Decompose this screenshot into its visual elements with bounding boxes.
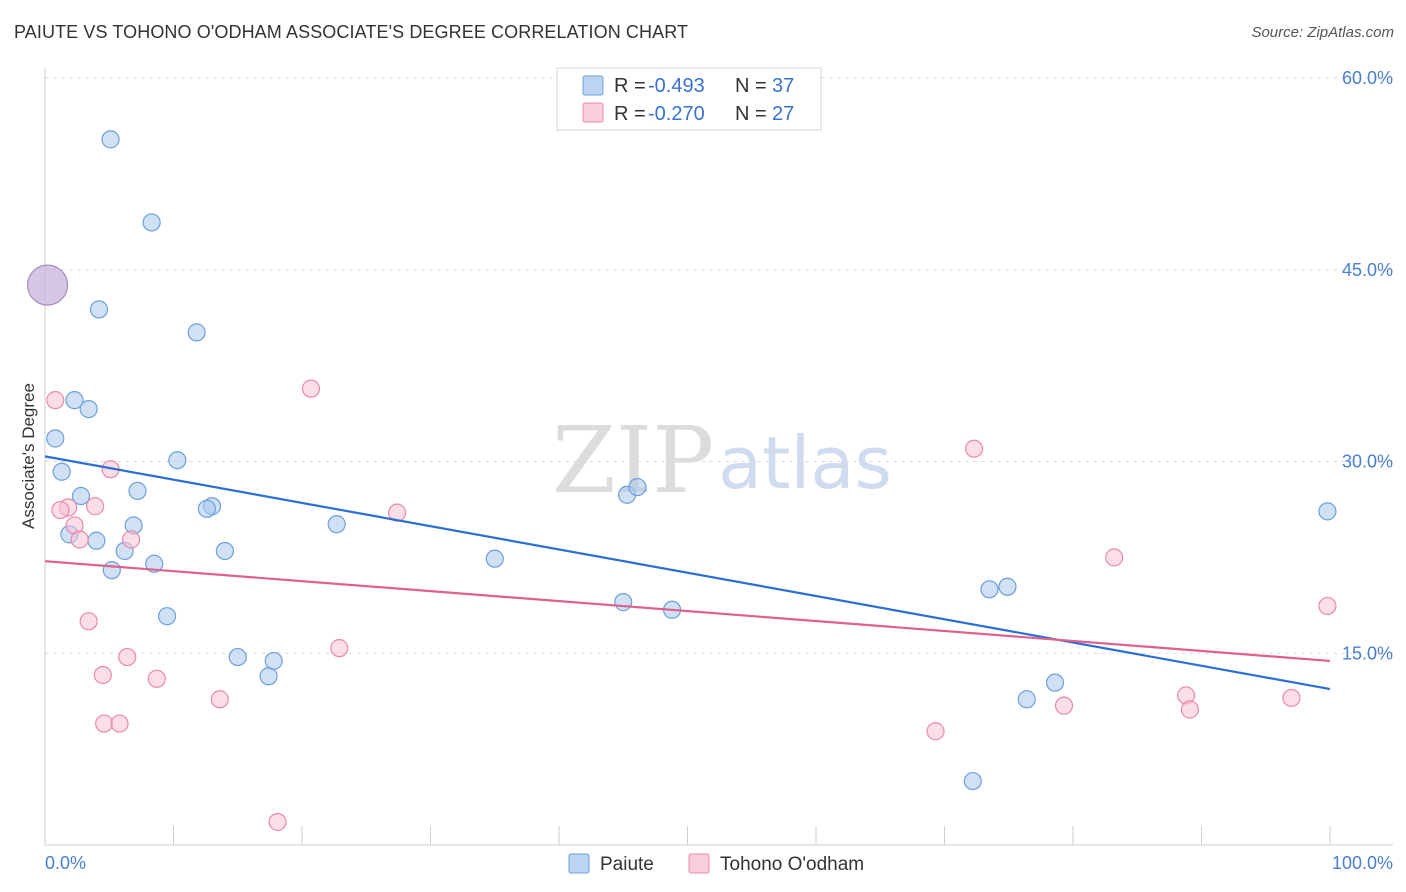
paiute-point	[980, 580, 999, 599]
tohono-point	[110, 714, 129, 733]
paiute-point	[71, 486, 91, 506]
paiute-point	[52, 462, 71, 481]
tohono-point	[926, 722, 945, 741]
paiute-point	[89, 300, 109, 319]
tohono-point	[118, 647, 137, 667]
y-axis-label: Associate's Degree	[19, 383, 38, 529]
paiute-point	[65, 391, 84, 410]
tohono-point	[147, 669, 166, 688]
tohono-point	[330, 639, 349, 658]
tohono-point	[79, 612, 98, 631]
source-label: Source: ZipAtlas.com	[1251, 24, 1394, 41]
bottom-legend-swatch-paiute	[568, 853, 590, 874]
grid	[45, 77, 1393, 654]
tohono-point	[301, 379, 321, 398]
paiute-point	[128, 481, 147, 501]
paiute-point	[157, 607, 177, 626]
y-tick-label: 15.0%	[1342, 643, 1393, 663]
paiute-point	[259, 667, 278, 686]
tohono-point	[1054, 696, 1074, 715]
legend: R = -0.493 N = 37 R = -0.270 N = 27	[556, 67, 822, 131]
paiute-point	[46, 429, 65, 448]
paiute-point	[26, 264, 69, 306]
legend-r-label-tohono: R =	[614, 103, 646, 125]
tohono-point	[964, 439, 984, 458]
paiute-point	[963, 771, 982, 791]
x-tick-label-min: 0.0%	[45, 853, 86, 873]
legend-n-label-paiute: N =	[735, 75, 767, 97]
paiute-trend-line	[44, 455, 1331, 691]
x-tick-label-max: 100.0%	[1332, 853, 1393, 873]
legend-swatch-tohono	[582, 102, 604, 123]
legend-r-value-tohono: -0.270	[648, 103, 705, 125]
paiute-point	[1318, 502, 1337, 521]
paiute-point	[102, 561, 121, 580]
trend-lines	[44, 455, 1331, 691]
y-axis-tick-labels: 15.0% 30.0% 45.0% 60.0%	[1342, 68, 1393, 663]
tohono-point	[210, 690, 229, 709]
paiute-point	[628, 477, 647, 497]
paiute-point	[79, 399, 98, 419]
tohono-point	[121, 530, 141, 549]
legend-r-label-paiute: R =	[614, 75, 646, 97]
paiute-point	[215, 541, 234, 561]
legend-n-value-paiute: 37	[772, 75, 794, 97]
paiute-point	[614, 593, 633, 612]
paiute-point	[197, 499, 217, 518]
bottom-legend-label-tohono: Tohono O'odham	[720, 854, 864, 875]
legend-swatch-paiute	[582, 75, 604, 96]
paiute-point	[1045, 673, 1065, 692]
tohono-point	[1105, 548, 1124, 567]
tohono-trend-line	[44, 560, 1331, 663]
bottom-legend-swatch-tohono	[688, 853, 710, 874]
bottom-legend: Paiute Tohono O'odham	[568, 853, 864, 875]
paiute-point	[168, 451, 187, 470]
paiute-point	[1017, 690, 1036, 709]
paiute-point	[998, 577, 1017, 596]
tohono-point	[93, 665, 112, 685]
paiute-point	[101, 130, 120, 149]
tohono-point	[1282, 688, 1301, 708]
paiute-point	[187, 323, 206, 342]
paiute-point	[228, 647, 247, 667]
tohono-point	[86, 497, 105, 516]
paiute-point	[142, 213, 161, 232]
tohono-point	[51, 500, 70, 520]
paiute-point	[264, 651, 283, 671]
y-tick-label: 30.0%	[1342, 452, 1393, 472]
tohono-point	[1180, 700, 1200, 719]
tohono-point	[46, 391, 65, 410]
paiute-point	[327, 515, 346, 534]
x-axis-ticks	[44, 826, 1331, 845]
y-tick-label: 60.0%	[1342, 68, 1393, 88]
paiute-point	[485, 549, 504, 568]
chart-title: PAIUTE VS TOHONO O'ODHAM ASSOCIATE'S DEG…	[14, 22, 689, 42]
legend-n-value-tohono: 27	[772, 103, 794, 125]
legend-n-label-tohono: N =	[735, 103, 767, 125]
legend-r-value-paiute: -0.493	[648, 75, 705, 97]
scatter-points	[26, 130, 1337, 832]
tohono-point	[268, 812, 287, 832]
paiute-point	[87, 531, 106, 550]
bottom-legend-label-paiute: Paiute	[600, 854, 654, 875]
y-tick-label: 45.0%	[1342, 260, 1393, 280]
paiute-point	[145, 554, 164, 573]
watermark-atlas: atlas	[718, 421, 892, 505]
tohono-point	[70, 530, 89, 549]
tohono-point	[1318, 596, 1337, 616]
tohono-point	[95, 714, 114, 733]
